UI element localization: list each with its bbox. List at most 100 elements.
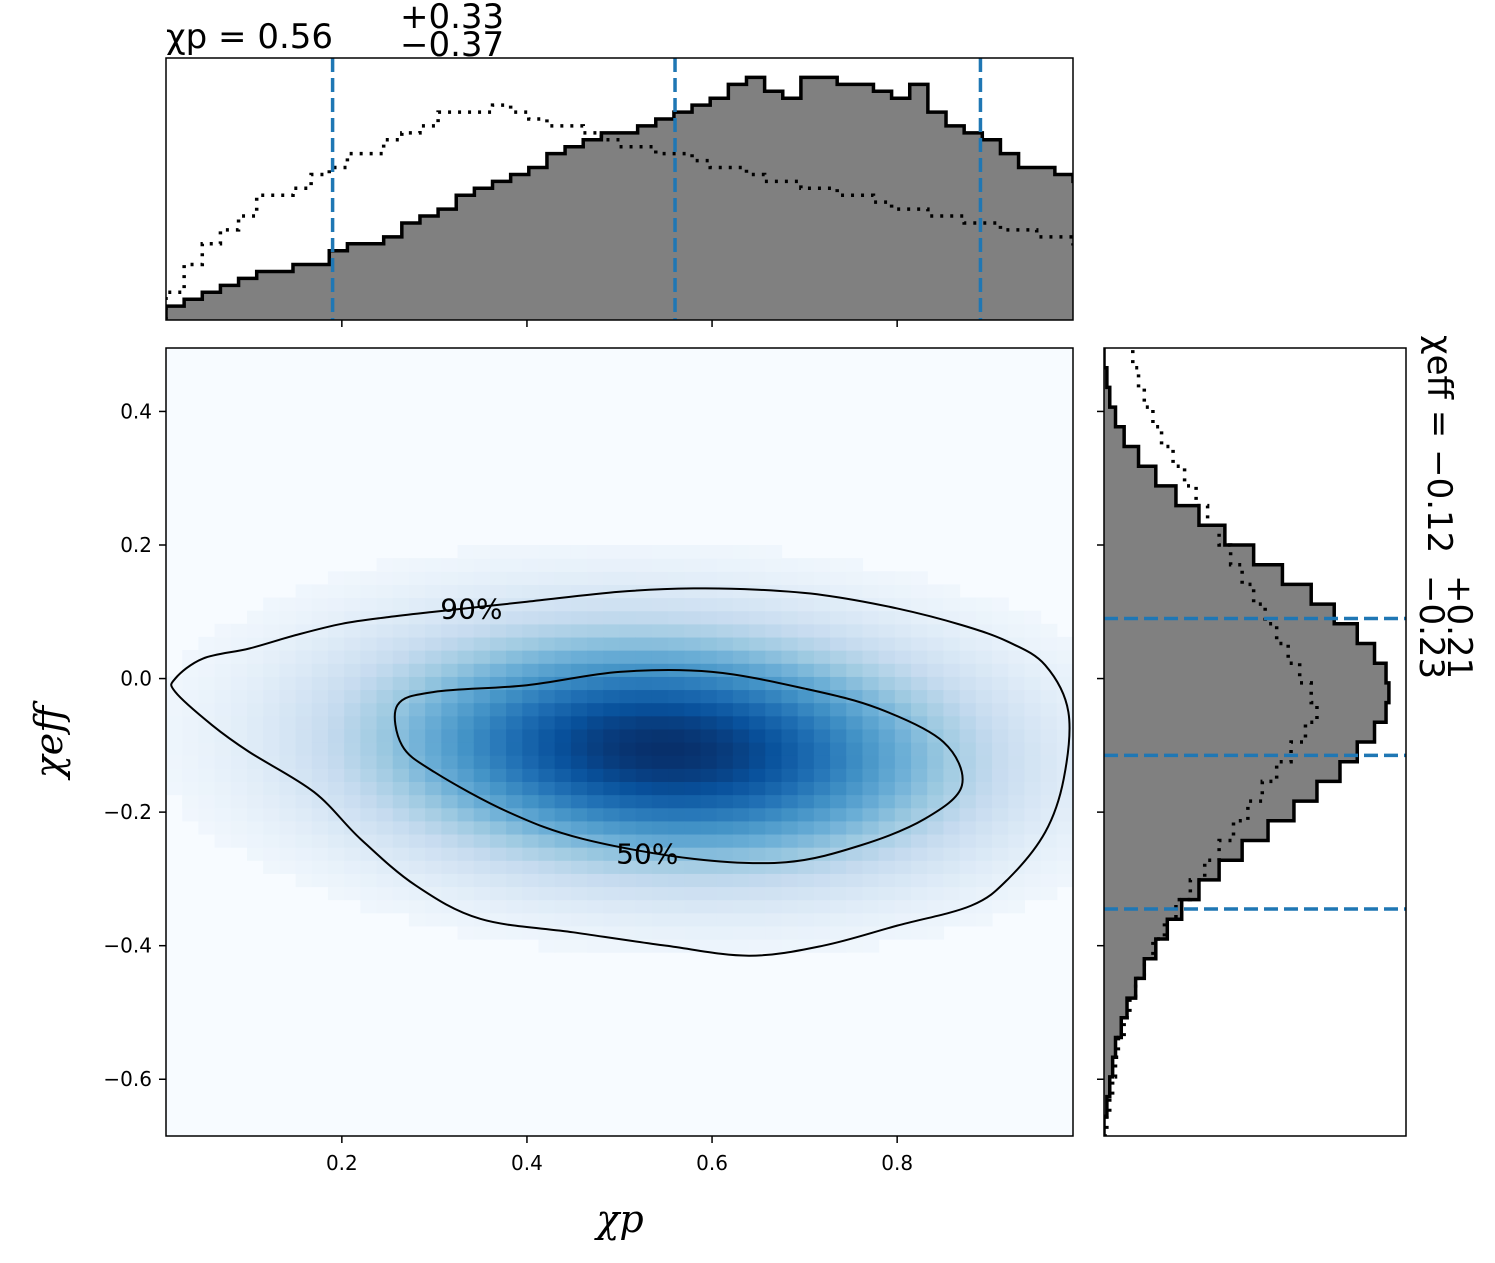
heatmap-cell [668, 742, 685, 756]
heatmap-cell [408, 597, 426, 612]
heatmap-cell [376, 623, 394, 638]
heatmap-cell [506, 558, 523, 572]
heatmap-cell [522, 597, 540, 612]
heatmap-cell [587, 610, 604, 625]
heatmap-cell [911, 755, 928, 769]
heatmap-cell [311, 715, 329, 730]
heatmap-cell [587, 820, 604, 835]
heatmap-cell [992, 715, 1009, 730]
heatmap-cell [797, 833, 815, 848]
heatmap-cell [538, 689, 556, 704]
heatmap-cell [830, 899, 847, 914]
heatmap-cell [781, 794, 799, 809]
heatmap-cell [554, 689, 572, 704]
heatmap-cell [344, 584, 361, 599]
heatmap-cell [749, 873, 766, 888]
heatmap-cell [830, 650, 847, 664]
top-summary-minus: −0.37 [400, 25, 504, 65]
heatmap-cell [894, 807, 912, 822]
heatmap-cell [959, 886, 977, 901]
heatmap-cell [668, 689, 685, 704]
heatmap-cell [797, 558, 815, 572]
heatmap-cell [295, 781, 313, 796]
heatmap-cell [765, 676, 783, 691]
heatmap-cell [1056, 794, 1074, 809]
heatmap-cell [279, 597, 297, 612]
heatmap-cell [684, 610, 702, 625]
heatmap-cell [765, 545, 783, 559]
heatmap-cell [813, 820, 831, 835]
heatmap-cell [619, 873, 637, 888]
heatmap-cell [457, 545, 475, 559]
heatmap-cell [489, 794, 507, 809]
heatmap-cell [327, 663, 345, 677]
heatmap-cell [959, 650, 977, 664]
heatmap-cell [700, 650, 718, 664]
heatmap-cell [894, 925, 912, 940]
heatmap-cell [1024, 663, 1042, 677]
heatmap-cell [878, 755, 896, 769]
heatmap-cell [1024, 650, 1042, 664]
heatmap-cell [506, 768, 523, 782]
heatmap-cell [311, 768, 329, 782]
heatmap-cell [927, 636, 945, 651]
heatmap-cell [360, 571, 378, 585]
heatmap-cell [425, 860, 442, 874]
heatmap-cell [360, 636, 378, 651]
heatmap-cell [214, 663, 232, 677]
heatmap-cell [1024, 886, 1042, 901]
heatmap-cell [327, 636, 345, 651]
heatmap-cell [295, 873, 313, 888]
heatmap-cell [603, 584, 621, 599]
heatmap-cell [554, 650, 572, 664]
heatmap-cell [603, 742, 621, 756]
heatmap-cell [392, 689, 410, 704]
heatmap-cell [846, 886, 864, 901]
heatmap-cell [279, 847, 297, 861]
heatmap-cell [489, 636, 507, 651]
heatmap-cell [700, 728, 718, 743]
heatmap-cell [360, 860, 378, 874]
heatmap-cell [327, 597, 345, 612]
heatmap-cell [166, 715, 183, 730]
heatmap-cell [263, 742, 280, 756]
heatmap-cell [311, 728, 329, 743]
heatmap-cell [732, 912, 750, 927]
heatmap-cell [473, 886, 491, 901]
heatmap-cell [473, 663, 491, 677]
heatmap-cell [651, 820, 669, 835]
heatmap-cell [214, 794, 232, 809]
heatmap-cell [182, 663, 199, 677]
heatmap-cell [732, 939, 750, 953]
heatmap-cell [813, 781, 831, 796]
heatmap-cell [376, 781, 394, 796]
heatmap-cell [214, 755, 232, 769]
heatmap-cell [975, 899, 993, 914]
heatmap-cell [214, 623, 232, 638]
heatmap-cell [473, 676, 491, 691]
heatmap-cell [376, 702, 394, 717]
heatmap-cell [295, 610, 313, 625]
heatmap-cell [1008, 742, 1026, 756]
heatmap-cell [797, 820, 815, 835]
x-tick-label: 0.2 [326, 1151, 358, 1175]
heatmap-cell [862, 650, 880, 664]
heatmap-cell [587, 742, 604, 756]
heatmap-cell [813, 794, 831, 809]
heatmap-cell [668, 807, 685, 822]
heatmap-cell [894, 663, 912, 677]
heatmap-cell [651, 781, 669, 796]
heatmap-cell [263, 610, 280, 625]
heatmap-cell [538, 794, 556, 809]
heatmap-cell [603, 860, 621, 874]
heatmap-cell [376, 663, 394, 677]
heatmap-cell [392, 781, 410, 796]
heatmap-cell [489, 925, 507, 940]
heatmap-cell [425, 794, 442, 809]
heatmap-cell [376, 768, 394, 782]
heatmap-cell [732, 886, 750, 901]
heatmap-cell [425, 597, 442, 612]
heatmap-cell [457, 755, 475, 769]
heatmap-cell [959, 912, 977, 927]
heatmap-cell [732, 925, 750, 940]
